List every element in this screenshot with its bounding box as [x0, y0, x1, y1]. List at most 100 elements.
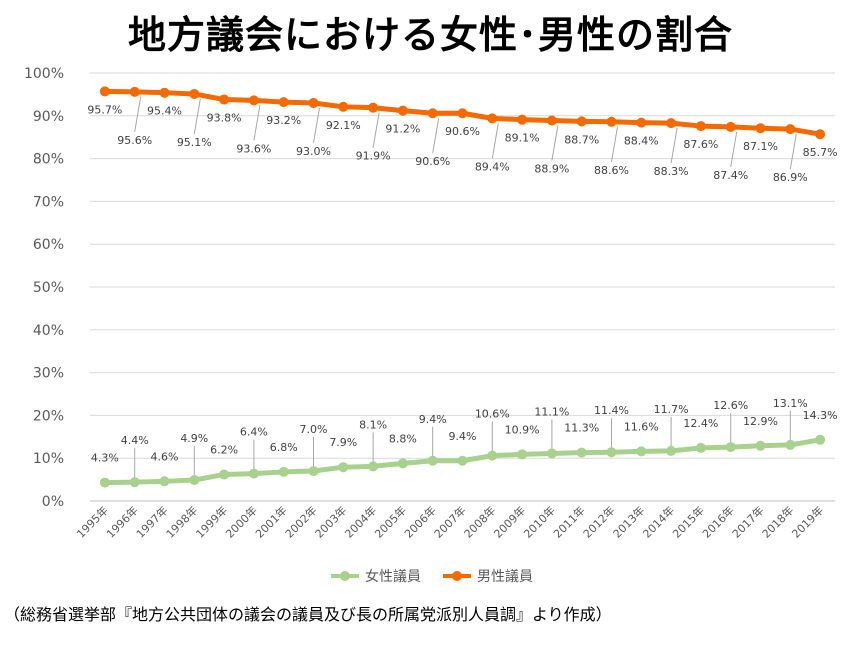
source-note: （総務省選挙部『地方公共団体の議会の議員及び長の所属党派別人員調』より作成） — [4, 605, 612, 624]
x-tick-label: 2016年 — [699, 503, 736, 540]
data-label: 6.2% — [210, 443, 238, 456]
data-point — [219, 469, 230, 480]
legend-label: 男性議員 — [477, 568, 533, 585]
data-point — [368, 102, 379, 113]
data-label: 4.6% — [151, 450, 179, 463]
data-point — [487, 113, 498, 124]
y-axis-ticks: 0% 10% 20% 30% 40% 50% 60% 70% 80% 90% 100% — [24, 66, 64, 510]
data-label: 93.0% — [296, 145, 331, 158]
data-point — [576, 116, 587, 127]
data-point — [457, 108, 468, 119]
data-label: 7.0% — [300, 423, 328, 436]
data-point — [666, 118, 677, 129]
x-tick-label: 2017年 — [729, 503, 766, 540]
leader-line — [432, 118, 440, 154]
data-label: 87.4% — [713, 169, 748, 182]
data-point — [785, 439, 796, 450]
data-point — [546, 115, 557, 126]
leader-line — [670, 127, 678, 164]
data-label: 93.6% — [236, 142, 271, 155]
leader-line — [730, 131, 738, 168]
data-label: 4.4% — [121, 434, 149, 447]
data-label: 9.4% — [449, 430, 477, 443]
data-point — [517, 449, 528, 460]
data-point — [397, 105, 408, 116]
data-label: 11.6% — [624, 420, 659, 433]
data-point — [517, 114, 528, 125]
y-tick-label: 90% — [33, 109, 64, 125]
x-axis-ticks: 1995年1996年1997年1998年1999年2000年2001年2002年… — [74, 503, 827, 540]
data-point — [189, 88, 200, 99]
data-label: 90.6% — [445, 125, 480, 138]
page-title: 地方議会における女性･男性の割合 — [127, 13, 733, 57]
leader-line — [611, 126, 618, 162]
x-tick-label: 2001年 — [252, 503, 289, 540]
data-point — [278, 97, 289, 108]
data-label: 95.6% — [117, 134, 152, 147]
x-tick-label: 2015年 — [670, 503, 707, 540]
data-label: 95.7% — [87, 103, 122, 116]
data-label: 95.1% — [177, 136, 212, 149]
x-tick-label: 2006年 — [401, 503, 438, 540]
y-tick-label: 80% — [33, 152, 64, 168]
x-tick-label: 2014年 — [640, 503, 677, 540]
data-point — [248, 95, 259, 106]
data-point — [487, 450, 498, 461]
x-tick-label: 2000年 — [223, 503, 260, 540]
y-tick-label: 40% — [33, 323, 64, 339]
data-point — [189, 475, 200, 486]
y-tick-label: 100% — [24, 66, 64, 82]
x-tick-label: 2010年 — [521, 503, 558, 540]
data-label: 86.9% — [773, 171, 808, 184]
x-tick-label: 1996年 — [103, 503, 140, 540]
leader-line — [313, 107, 320, 144]
data-label: 89.4% — [475, 160, 510, 173]
data-point — [755, 123, 766, 134]
data-point — [606, 447, 617, 458]
data-label: 8.1% — [359, 418, 387, 431]
data-labels: 4.3%4.4%4.6%4.9%6.2%6.4%6.8%7.0%7.9%8.1%… — [87, 103, 837, 464]
leader-line — [193, 98, 201, 135]
data-point — [129, 477, 140, 488]
data-label: 93.2% — [266, 114, 301, 127]
leader-line — [551, 125, 559, 161]
data-label: 14.3% — [803, 409, 838, 422]
leader-line — [134, 96, 142, 132]
data-label: 88.6% — [594, 164, 629, 177]
data-point — [427, 108, 438, 119]
data-point — [338, 101, 349, 112]
legend-swatch-marker — [340, 571, 350, 581]
data-label: 11.1% — [534, 405, 569, 418]
y-tick-label: 70% — [33, 194, 64, 210]
x-tick-label: 2008年 — [461, 503, 498, 540]
data-label: 95.4% — [147, 105, 182, 118]
x-tick-label: 2003年 — [312, 503, 349, 540]
x-tick-label: 2012年 — [580, 503, 617, 540]
legend-swatch-marker — [452, 571, 462, 581]
data-label: 11.7% — [654, 403, 689, 416]
legend-label: 女性議員 — [365, 568, 421, 585]
data-point — [546, 448, 557, 459]
x-tick-label: 1999年 — [193, 503, 230, 540]
data-point — [457, 455, 468, 466]
data-point — [129, 86, 140, 97]
leader-line — [491, 123, 499, 159]
data-point — [576, 447, 587, 458]
data-point — [308, 466, 319, 477]
data-label: 91.9% — [356, 150, 391, 163]
data-point — [636, 117, 647, 128]
data-label: 87.1% — [743, 140, 778, 153]
leader-line — [372, 112, 380, 148]
data-label: 4.9% — [180, 432, 208, 445]
data-point — [815, 434, 826, 445]
leader-line — [789, 133, 797, 170]
data-label: 13.1% — [773, 397, 808, 410]
x-tick-label: 2011年 — [550, 503, 587, 540]
data-point — [368, 461, 379, 472]
data-point — [427, 455, 438, 466]
data-label: 88.7% — [564, 133, 599, 146]
legend: 女性議員 男性議員 — [331, 568, 533, 585]
y-tick-label: 30% — [33, 366, 64, 382]
data-point — [815, 129, 826, 140]
